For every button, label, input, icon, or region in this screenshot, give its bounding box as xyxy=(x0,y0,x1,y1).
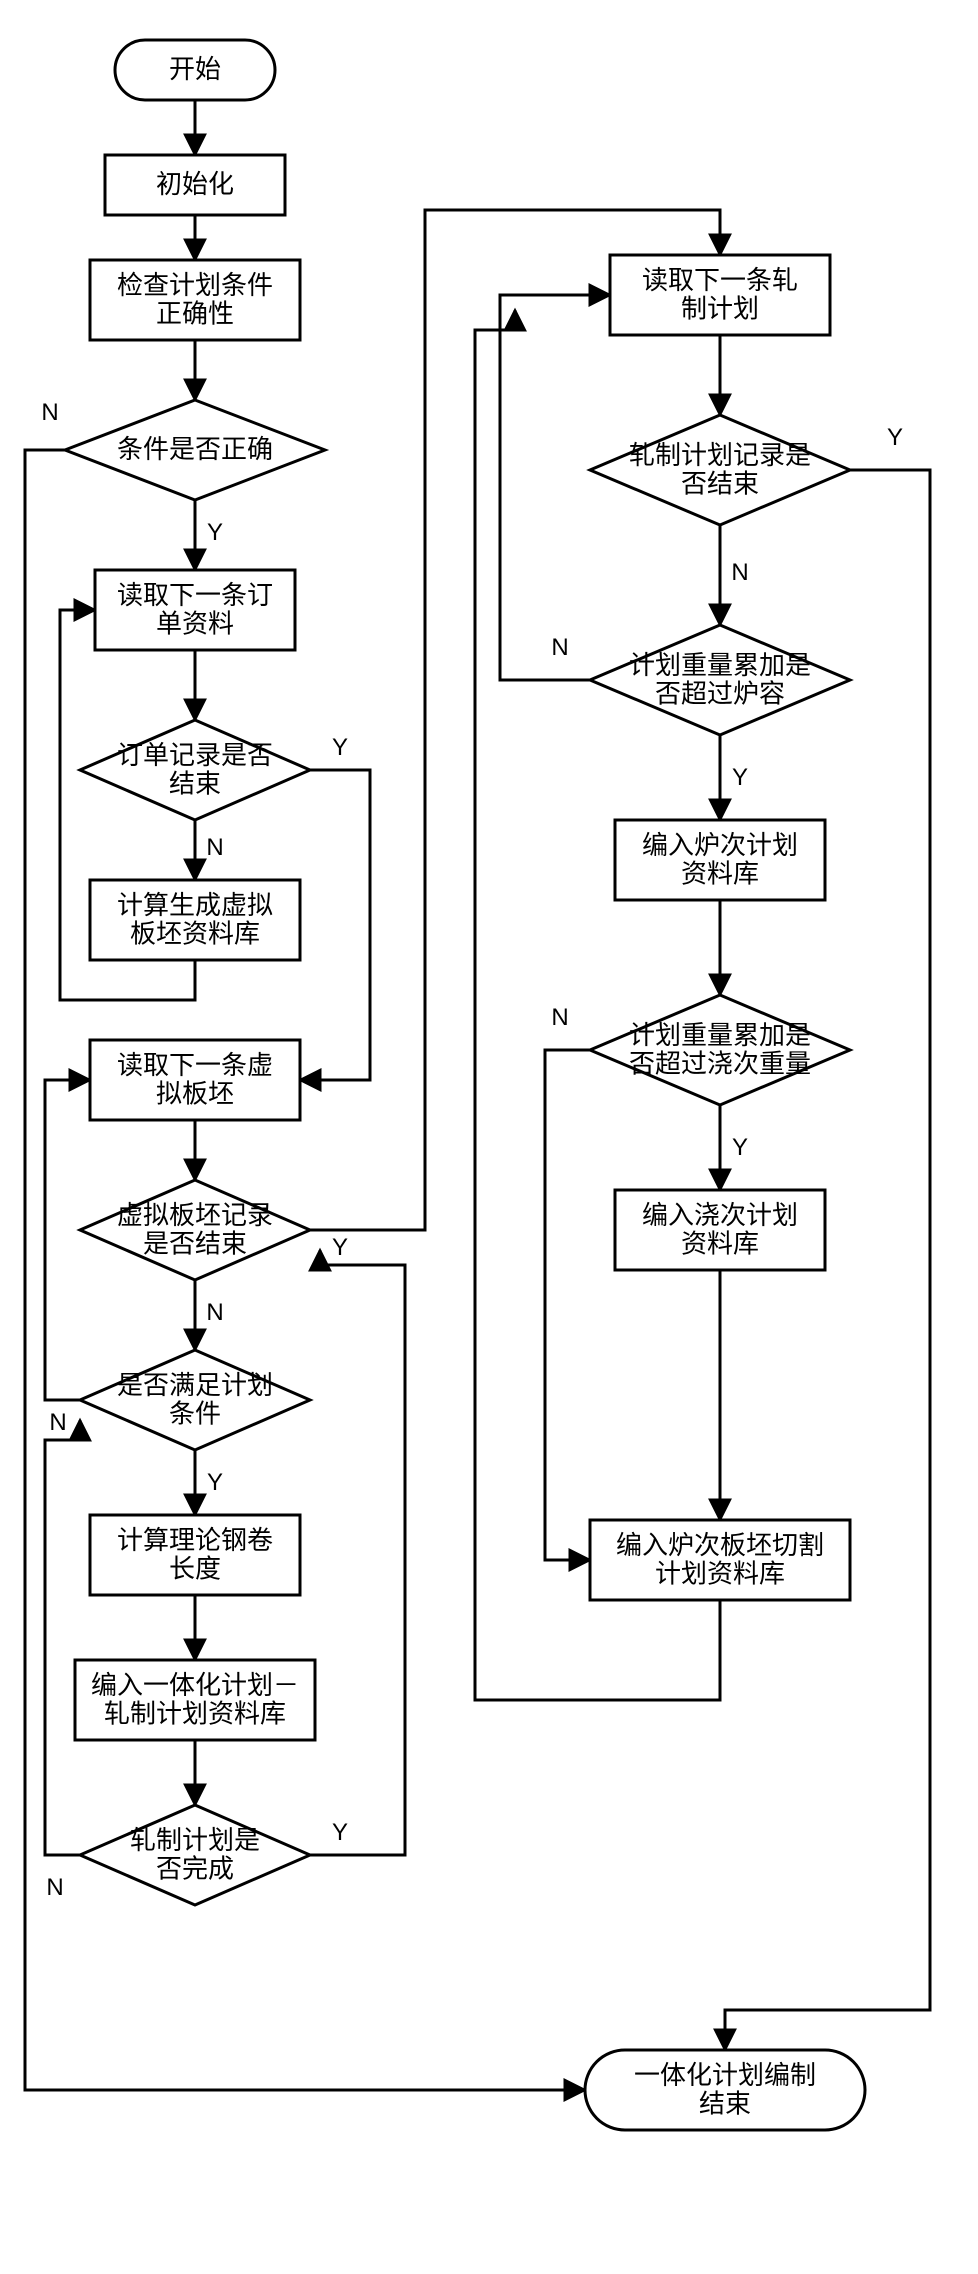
edge-label-21: N xyxy=(551,634,568,661)
node-text: 初始化 xyxy=(156,169,234,199)
edge-label-4: N xyxy=(41,399,58,426)
node-text: 读取下一条订 xyxy=(117,580,273,610)
node-text: 计划重量累加是 xyxy=(629,1020,811,1050)
edge-label-7: Y xyxy=(332,734,348,761)
node-cond_ok: 条件是否正确 xyxy=(65,400,325,500)
node-text: 单资料 xyxy=(156,608,234,638)
node-text: 是否结束 xyxy=(143,1228,247,1258)
edge-7 xyxy=(300,770,370,1080)
edge-label-17: Y xyxy=(332,1819,348,1846)
node-text: 读取下一条虚 xyxy=(117,1050,273,1080)
node-text: 订单记录是否 xyxy=(117,740,273,770)
edge-label-19: Y xyxy=(887,424,903,451)
node-text: 资料库 xyxy=(681,1228,759,1258)
node-text: 计算理论钢卷 xyxy=(117,1525,273,1555)
edge-label-16: N xyxy=(46,1874,63,1901)
edge-label-24: N xyxy=(551,1004,568,1031)
node-read_roll: 读取下一条轧制计划 xyxy=(610,255,830,335)
nodes-layer: 开始初始化检查计划条件正确性条件是否正确读取下一条订单资料订单记录是否结束计算生… xyxy=(65,40,865,2130)
node-vslab_end: 虚拟板坯记录是否结束 xyxy=(80,1180,310,1280)
node-text: 编入炉次板坯切割 xyxy=(616,1530,824,1560)
node-text: 开始 xyxy=(169,54,221,84)
node-wt_heat: 计划重量累加是否超过炉容 xyxy=(590,625,850,735)
node-text: 虚拟板坯记录 xyxy=(117,1200,273,1230)
node-text: 条件 xyxy=(169,1398,221,1428)
node-text: 计划重量累加是 xyxy=(629,650,811,680)
node-text: 是否满足计划 xyxy=(117,1370,273,1400)
edge-label-11: Y xyxy=(332,1234,348,1261)
node-text: 板坯资料库 xyxy=(130,918,260,948)
node-read_order: 读取下一条订单资料 xyxy=(95,570,295,650)
edge-label-12: N xyxy=(49,1409,66,1436)
node-write_heat: 编入炉次计划资料库 xyxy=(615,820,825,900)
edge-12 xyxy=(45,1080,90,1400)
node-text: 结束 xyxy=(169,768,221,798)
edge-label-22: Y xyxy=(732,764,748,791)
node-text: 否超过炉容 xyxy=(655,678,785,708)
node-text: 轧制计划记录是 xyxy=(629,440,811,470)
node-calc_len: 计算理论钢卷长度 xyxy=(90,1515,300,1595)
node-roll_done: 轧制计划是否完成 xyxy=(80,1805,310,1905)
node-end: 一体化计划编制结束 xyxy=(585,2050,865,2130)
node-text: 计划资料库 xyxy=(655,1558,785,1588)
edge-16 xyxy=(45,1420,80,1855)
node-text: 长度 xyxy=(169,1553,221,1583)
node-wt_cast: 计划重量累加是否超过浇次重量 xyxy=(590,995,850,1105)
edge-24 xyxy=(545,1050,590,1560)
node-text: 否结束 xyxy=(681,468,759,498)
edge-label-6: N xyxy=(206,834,223,861)
node-check: 检查计划条件正确性 xyxy=(90,260,300,340)
edge-label-20: N xyxy=(731,559,748,586)
edge-27 xyxy=(475,310,720,1700)
node-text: 编入浇次计划 xyxy=(642,1200,798,1230)
node-order_end: 订单记录是否结束 xyxy=(80,720,310,820)
node-text: 否完成 xyxy=(156,1853,234,1883)
edge-21 xyxy=(500,295,610,680)
node-text: 检查计划条件 xyxy=(117,270,273,300)
node-start: 开始 xyxy=(115,40,275,100)
node-text: 轧制计划是 xyxy=(130,1825,260,1855)
node-text: 轧制计划资料库 xyxy=(104,1698,286,1728)
node-text: 计算生成虚拟 xyxy=(117,890,273,920)
node-write_roll: 编入一体化计划－轧制计划资料库 xyxy=(75,1660,315,1740)
edge-label-3: Y xyxy=(207,519,223,546)
node-text: 拟板坯 xyxy=(156,1078,234,1108)
node-roll_end: 轧制计划记录是否结束 xyxy=(590,415,850,525)
node-text: 否超过浇次重量 xyxy=(629,1048,811,1078)
edge-label-10: N xyxy=(206,1299,223,1326)
node-text: 条件是否正确 xyxy=(117,434,273,464)
node-text: 读取下一条轧 xyxy=(642,265,798,295)
node-cond_plan: 是否满足计划条件 xyxy=(80,1350,310,1450)
node-text: 结束 xyxy=(699,2088,751,2118)
node-write_cut: 编入炉次板坯切割计划资料库 xyxy=(590,1520,850,1600)
node-text: 一体化计划编制 xyxy=(634,2060,816,2090)
node-calc_vslab: 计算生成虚拟板坯资料库 xyxy=(90,880,300,960)
node-text: 正确性 xyxy=(156,298,234,328)
node-text: 编入一体化计划－ xyxy=(91,1670,299,1700)
node-read_vslab: 读取下一条虚拟板坯 xyxy=(90,1040,300,1120)
node-text: 编入炉次计划 xyxy=(642,830,798,860)
node-text: 资料库 xyxy=(681,858,759,888)
node-write_cast: 编入浇次计划资料库 xyxy=(615,1190,825,1270)
node-init: 初始化 xyxy=(105,155,285,215)
edge-17 xyxy=(310,1250,405,1855)
node-text: 制计划 xyxy=(681,293,759,323)
edge-label-25: Y xyxy=(732,1134,748,1161)
edge-label-13: Y xyxy=(207,1469,223,1496)
